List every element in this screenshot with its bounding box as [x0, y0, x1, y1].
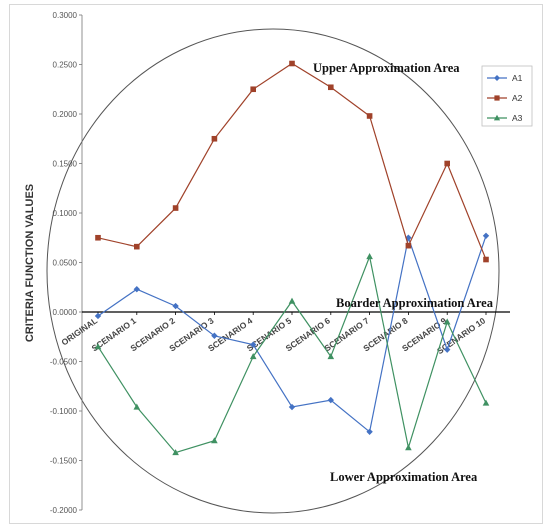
data-point-a2: [328, 84, 334, 91]
legend-label-a2: A2: [512, 93, 523, 103]
upper-area-label: Upper Approximation Area: [313, 61, 460, 75]
data-point-a1: [172, 302, 179, 310]
y-tick-label: 0.3000: [53, 11, 78, 20]
data-point-a3: [405, 444, 412, 451]
data-point-a1: [327, 396, 334, 404]
data-point-a3: [443, 318, 451, 325]
data-point-a3: [211, 437, 218, 444]
y-tick-label: -0.1500: [50, 457, 78, 466]
y-axis-label: CRITERIA FUNCTION VALUES: [24, 184, 36, 342]
data-point-a2: [172, 205, 179, 211]
y-tick-label: 0.2000: [53, 110, 78, 119]
legend-marker-a2: [494, 95, 500, 101]
data-point-a1: [482, 232, 490, 239]
boarder-area-label: Boarder Approximation Area: [336, 296, 494, 310]
data-point-a2: [289, 60, 295, 67]
y-tick-label: 0.2500: [53, 61, 78, 70]
legend-label-a1: A1: [512, 73, 523, 83]
data-point-a2: [211, 135, 218, 142]
lower-area-label: Lower Approximation Area: [330, 470, 478, 484]
y-tick-label: 0.0000: [53, 308, 78, 317]
data-point-a1: [366, 428, 373, 435]
data-point-a2: [366, 113, 373, 119]
data-point-a2: [95, 234, 101, 241]
series-layer: [94, 60, 490, 456]
legend-marker-a1: [494, 75, 500, 81]
y-tick-label: 0.1000: [53, 209, 78, 218]
data-point-a3: [327, 353, 335, 360]
legend-box: [481, 65, 533, 127]
data-point-a3: [94, 343, 102, 350]
y-tick-label: -0.0500: [50, 358, 78, 367]
data-point-a1: [444, 346, 451, 353]
chart-frame: [9, 4, 543, 524]
data-point-a2: [483, 256, 489, 263]
legend-label-a3: A3: [512, 113, 523, 123]
series-line-a2: [97, 62, 487, 260]
data-point-a1: [133, 286, 140, 293]
series-line-a3: [97, 254, 487, 454]
data-point-a1: [288, 403, 296, 411]
axes: -0.2000 -0.1500 -0.1000 -0.0500 0.0000 0.0500…: [50, 11, 510, 515]
legend-marker-a3: [493, 114, 501, 121]
y-tick-label: 0.1500: [53, 160, 78, 169]
data-point-a3: [482, 399, 490, 406]
y-tick-label: 0.0500: [53, 259, 78, 268]
data-point-a3: [133, 403, 141, 410]
data-point-a2: [405, 242, 412, 249]
data-point-a3: [366, 253, 373, 260]
data-point-a2: [444, 160, 450, 167]
approximation-ellipse: [46, 28, 500, 514]
data-point-a3: [288, 297, 296, 304]
data-point-a1: [94, 312, 102, 320]
y-tick-label: -0.1000: [50, 407, 78, 416]
data-point-a2: [250, 86, 256, 93]
data-point-a1: [250, 341, 257, 348]
data-point-a2: [134, 243, 140, 250]
data-point-a3: [172, 449, 179, 456]
y-tick-label: -0.2000: [50, 506, 78, 515]
data-point-a1: [211, 332, 218, 339]
legend: A1 A2 A3: [481, 65, 533, 127]
data-point-a3: [249, 353, 257, 360]
